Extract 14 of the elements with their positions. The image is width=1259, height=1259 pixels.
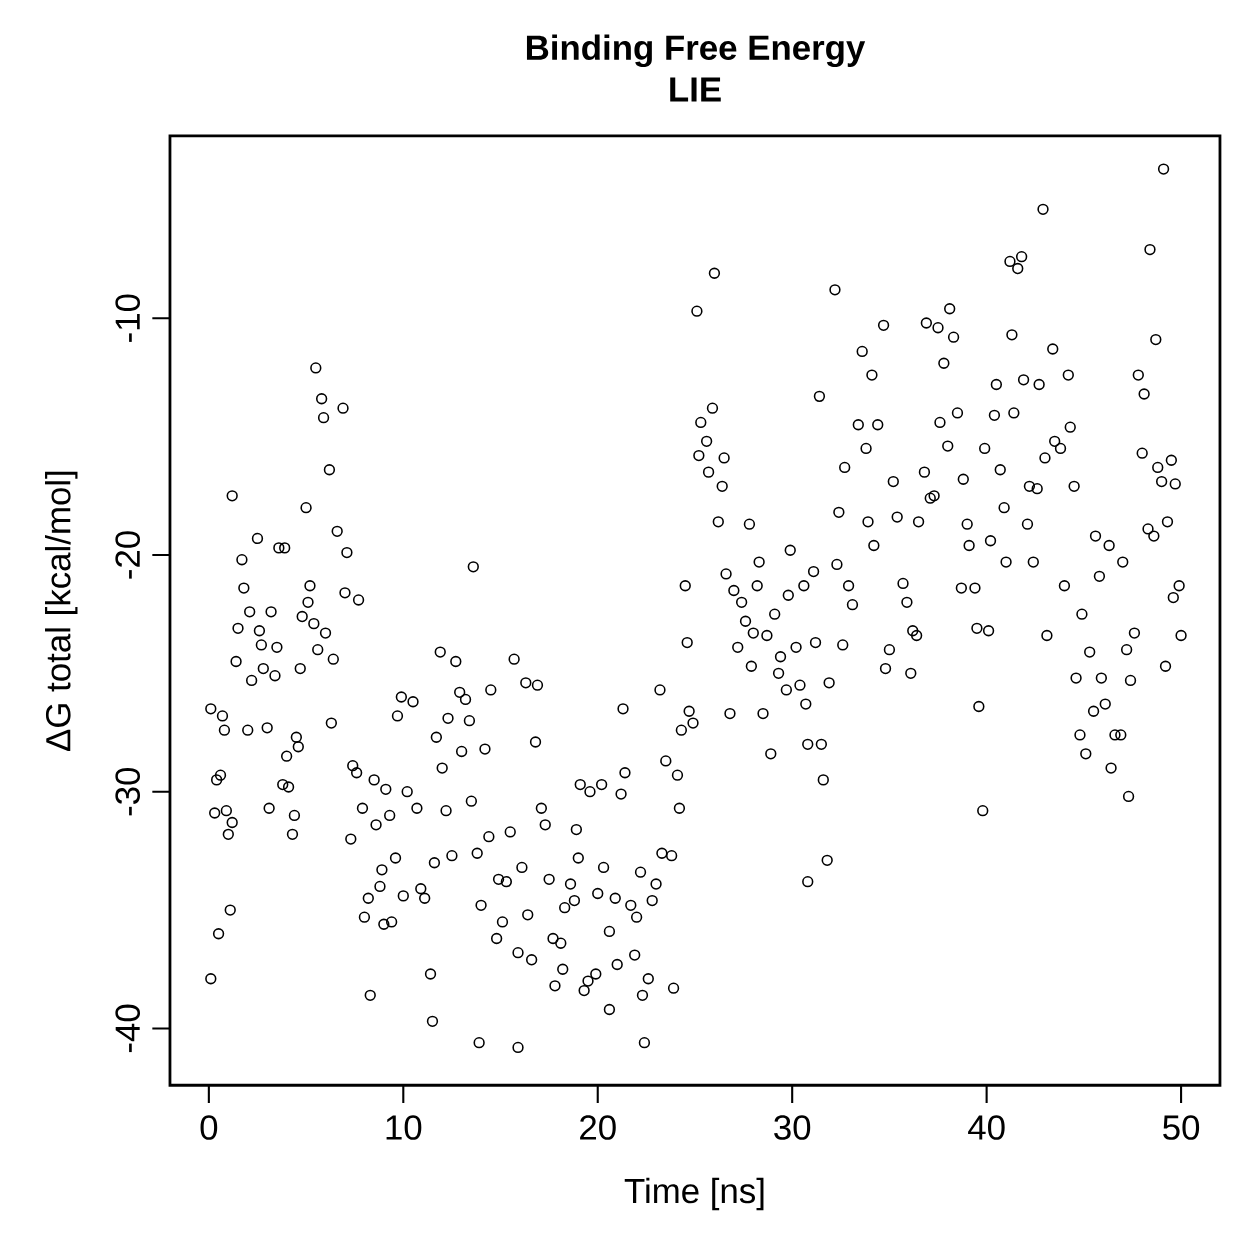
x-tick-label: 0 — [200, 1115, 218, 1140]
y-axis-title: ΔG total [kcal/mol] — [45, 471, 78, 751]
chart-title: Binding Free Energy — [526, 34, 866, 68]
y-tick-label: -20 — [115, 531, 141, 579]
y-tick-label: -10 — [115, 294, 141, 342]
chart-subtitle: LIE — [670, 77, 721, 102]
x-tick-label: 40 — [968, 1115, 1005, 1140]
x-tick-label: 30 — [774, 1115, 811, 1140]
x-tick-label: 20 — [580, 1115, 616, 1140]
x-tick-label: 10 — [386, 1115, 422, 1140]
x-tick-label: 50 — [1163, 1115, 1200, 1140]
y-tick-label: -40 — [115, 1004, 141, 1053]
y-tick-label: -30 — [115, 767, 141, 816]
x-axis-title: Time [ns] — [624, 1177, 764, 1211]
